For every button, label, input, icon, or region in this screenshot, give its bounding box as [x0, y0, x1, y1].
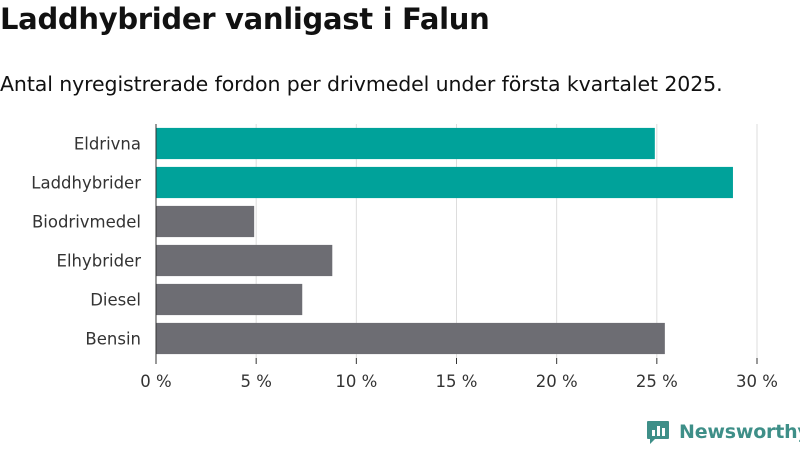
- bar: [156, 127, 655, 160]
- x-tick-label: 20 %: [536, 372, 578, 391]
- bar: [156, 244, 333, 277]
- category-label: Elhybrider: [57, 252, 142, 271]
- chart-subtitle: Antal nyregistrerade fordon per drivmede…: [0, 72, 723, 96]
- bar: [156, 283, 303, 316]
- category-label: Diesel: [90, 291, 141, 310]
- bar: [156, 205, 255, 238]
- brand-name: Newsworthy: [679, 421, 800, 443]
- category-label: Laddhybrider: [31, 174, 141, 193]
- bar: [156, 166, 733, 199]
- x-tick-label: 10 %: [335, 372, 377, 391]
- x-tick-label: 5 %: [240, 372, 271, 391]
- category-label: Biodrivmedel: [32, 213, 141, 232]
- x-tick-label: 15 %: [436, 372, 478, 391]
- newsworthy-brand: Newsworthy: [645, 419, 800, 445]
- x-tick-label: 30 %: [736, 372, 778, 391]
- x-tick-label: 25 %: [636, 372, 678, 391]
- category-label: Bensin: [85, 330, 141, 349]
- x-tick-label: 0 %: [140, 372, 171, 391]
- bar: [156, 322, 665, 355]
- category-label: Eldrivna: [74, 135, 141, 154]
- chart-title: Laddhybrider vanligast i Falun: [0, 2, 490, 36]
- newsworthy-logo-icon: [647, 421, 669, 444]
